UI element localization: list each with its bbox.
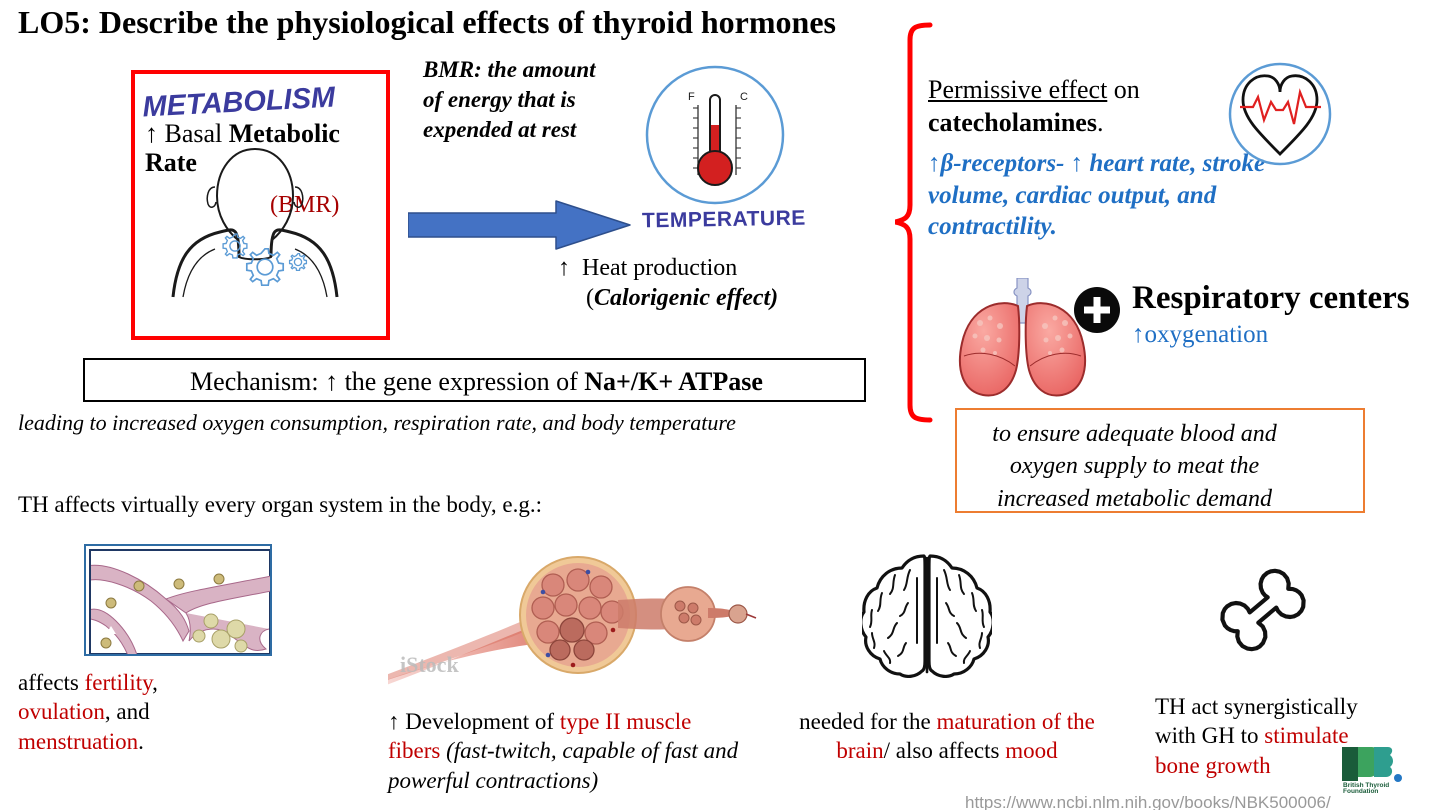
- svg-text:F: F: [688, 91, 695, 103]
- svg-text:Foundation: Foundation: [1343, 788, 1378, 793]
- svg-text:C: C: [740, 91, 748, 103]
- svg-text:iStock: iStock: [400, 652, 459, 677]
